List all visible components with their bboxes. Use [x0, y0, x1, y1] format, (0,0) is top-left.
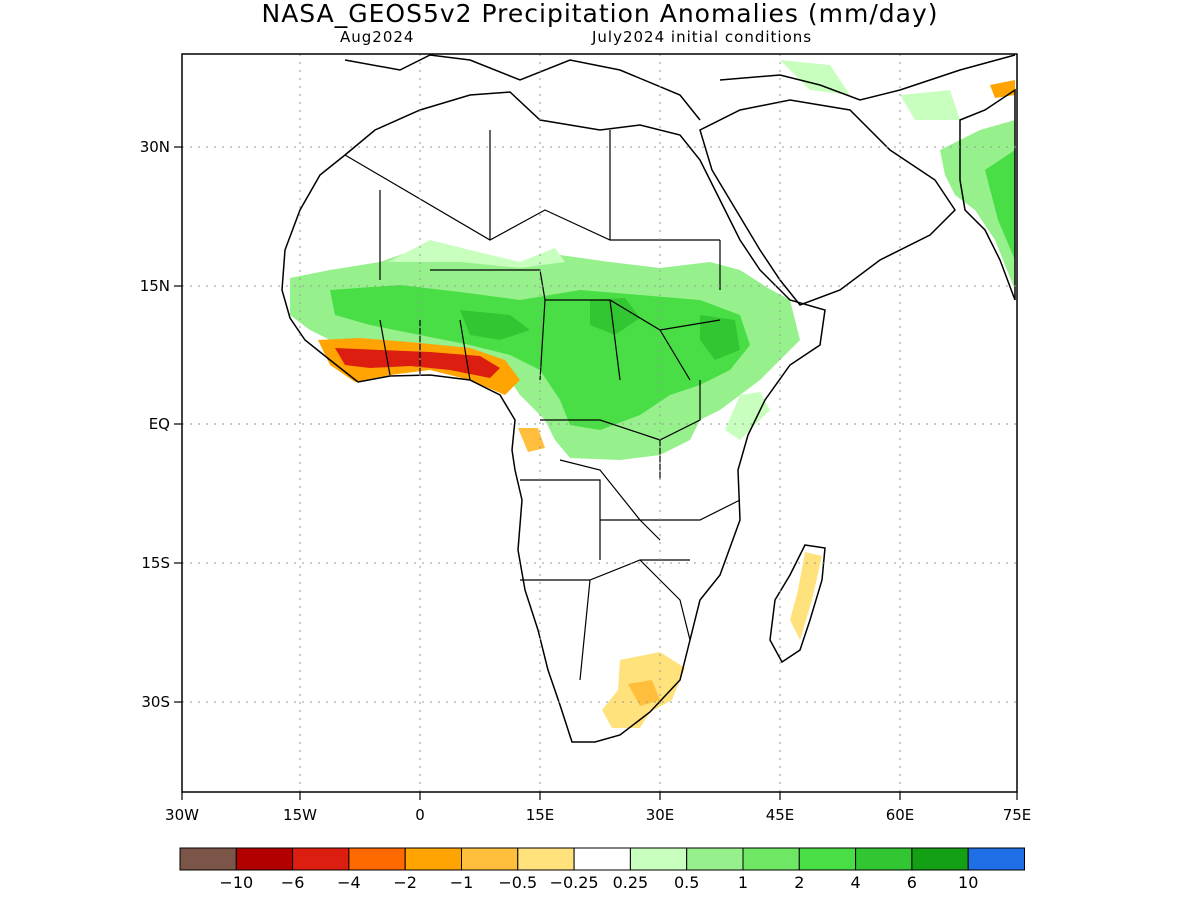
- colorbar-label: −4: [337, 873, 361, 892]
- dry-anomaly-india: [990, 80, 1015, 98]
- lon-tick-75e: 75E: [1003, 806, 1032, 824]
- lon-tick-15e: 15E: [526, 806, 555, 824]
- country-borders: [344, 130, 741, 681]
- wet-anomaly-strong: [460, 298, 740, 360]
- map-frame: [181, 53, 1018, 793]
- graticule: [182, 54, 1017, 792]
- dry-anomaly-madagascar: [790, 552, 822, 640]
- colorbar-swatch: [404, 847, 463, 871]
- colorbar-swatch: [348, 847, 406, 871]
- colorbar-label: −2: [393, 873, 417, 892]
- colorbar-label: −0.25: [550, 873, 599, 892]
- wet-anomaly-arabia-core: [985, 150, 1015, 260]
- colorbar-label: 6: [907, 873, 917, 892]
- colorbar-swatch: [179, 847, 237, 871]
- colorbar-swatch: [855, 847, 913, 871]
- colorbar-label: 1: [738, 873, 748, 892]
- y-axis: [174, 146, 182, 703]
- initial-conditions: July2024 initial conditions: [592, 28, 813, 46]
- lon-tick-45e: 45E: [766, 806, 795, 824]
- x-axis: [181, 792, 1018, 800]
- madagascar-coastline: [769, 544, 826, 664]
- lat-tick-eq: EQ: [149, 415, 170, 433]
- wet-anomaly-north: [780, 60, 960, 120]
- lat-tick-30n: 30N: [140, 138, 170, 156]
- lon-tick-30e: 30E: [646, 806, 675, 824]
- wet-anomaly-light: [388, 240, 770, 440]
- lon-tick-60e: 60E: [886, 806, 915, 824]
- lat-tick-15n: 15N: [140, 277, 170, 295]
- colorbar-swatch: [235, 847, 294, 871]
- dry-anomaly-gabon: [518, 428, 545, 452]
- colorbar-swatch: [686, 847, 744, 871]
- india-coastline: [959, 88, 1016, 301]
- map-title: NASA_GEOS5v2 Precipitation Anomalies (mm…: [261, 0, 939, 28]
- colorbar-swatch: [573, 847, 631, 871]
- colorbar-label: −0.5: [498, 873, 537, 892]
- colorbar-label: −1: [450, 873, 474, 892]
- dry-anomaly-guinea-core: [335, 348, 500, 378]
- colorbar-label: 0.5: [674, 873, 699, 892]
- colorbar-label: 4: [851, 873, 861, 892]
- colorbar-label: 0.25: [613, 873, 649, 892]
- colorbar-swatch: [292, 847, 350, 871]
- lat-tick-30s: 30S: [141, 693, 170, 711]
- colorbar-label: −10: [219, 873, 253, 892]
- colorbar-swatch: [967, 847, 1026, 871]
- dry-anomaly-lesotho: [628, 680, 660, 706]
- colorbar-swatch: [629, 847, 688, 871]
- arabia-coastline: [699, 99, 956, 306]
- colorbar-swatch: [461, 847, 519, 871]
- colorbar-label: 10: [958, 873, 978, 892]
- lon-tick-30w: 30W: [165, 806, 199, 824]
- lon-tick-0: 0: [415, 806, 425, 824]
- lon-tick-15w: 15W: [283, 806, 317, 824]
- colorbar-swatch: [798, 847, 857, 871]
- colorbar-label: −6: [281, 873, 305, 892]
- colorbar-swatch: [911, 847, 969, 871]
- colorbar-swatch: [517, 847, 575, 871]
- colorbar-label: 2: [794, 873, 804, 892]
- colorbar: −10 −6 −4 −2 −1 −0.5 −0.25 0.25 0.5 1 2 4 6 10: [179, 847, 1026, 892]
- coastlines: [281, 54, 1016, 743]
- africa-coastline: [281, 91, 826, 743]
- forecast-month: Aug2024: [340, 28, 415, 46]
- lat-tick-15s: 15S: [141, 554, 170, 572]
- colorbar-swatch: [742, 847, 800, 871]
